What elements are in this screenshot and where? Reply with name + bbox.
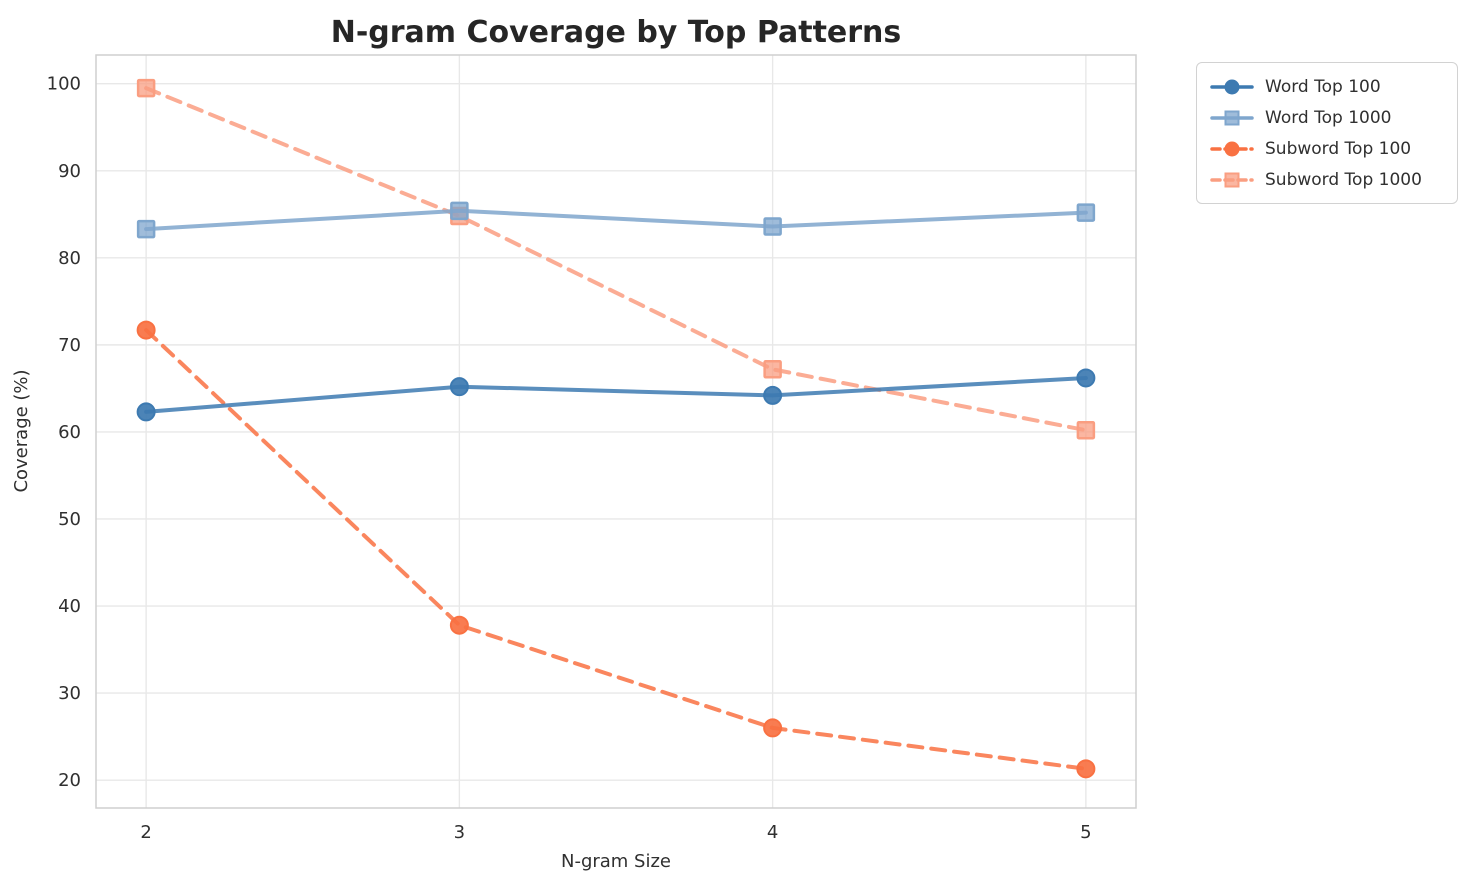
legend-marker <box>1224 141 1240 156</box>
y-tick-label: 50 <box>58 509 81 530</box>
x-axis-label: N-gram Size <box>561 851 671 872</box>
marker-subword-top-100 <box>136 320 156 340</box>
legend-swatch-square-icon <box>1210 110 1254 125</box>
legend-item-label: Subword Top 1000 <box>1265 169 1422 190</box>
marker-word-top-1000 <box>450 201 469 221</box>
legend-marker <box>1224 79 1240 94</box>
series-line-subword-top-1000 <box>144 86 1088 433</box>
marker-word-top-100 <box>449 377 469 397</box>
legend-marker <box>1224 172 1240 187</box>
marker-word-top-100 <box>763 385 783 405</box>
legend-swatch-circle-icon <box>1210 79 1254 94</box>
marker-word-top-100 <box>136 402 156 422</box>
x-tick-label: 5 <box>1080 822 1091 843</box>
legend-item-subword-top-100: Subword Top 100 <box>1209 134 1445 163</box>
legend-marker <box>1224 110 1240 125</box>
y-axis-label: Coverage (%) <box>11 369 32 492</box>
marker-word-top-1000 <box>136 219 156 239</box>
legend-item-word-top-100: Word Top 100 <box>1209 72 1445 101</box>
series-line-word-top-100 <box>144 376 1088 414</box>
marker-subword-top-100 <box>763 718 783 738</box>
x-tick-label: 2 <box>140 822 151 843</box>
y-tick-label: 100 <box>47 74 81 95</box>
y-tick-label: 40 <box>58 596 81 617</box>
y-tick-label: 60 <box>58 422 81 443</box>
series-line-subword-top-100 <box>144 328 1088 771</box>
legend-swatch-circle-icon <box>1210 141 1254 156</box>
legend-item-label: Word Top 100 <box>1265 76 1381 97</box>
marker-subword-top-1000 <box>763 360 782 379</box>
y-tick-label: 90 <box>58 161 81 182</box>
legend-item-label: Word Top 1000 <box>1265 107 1392 128</box>
series-layer <box>136 78 1096 779</box>
marker-word-top-1000 <box>763 217 782 236</box>
marker-subword-top-100 <box>1076 759 1096 779</box>
tick-labels: 20 30 40 50 60 70 80 90 100 2 3 4 5 <box>47 74 1092 843</box>
marker-word-top-100 <box>1076 368 1096 388</box>
y-tick-label: 30 <box>58 683 81 704</box>
legend: Word Top 100 Word Top 1000 Subword Top 100… <box>1196 62 1458 204</box>
marker-subword-top-100 <box>449 615 469 635</box>
plot-border <box>95 54 1137 809</box>
legend-swatch-square-icon <box>1210 172 1254 187</box>
x-tick-label: 3 <box>454 822 465 843</box>
y-tick-label: 20 <box>58 770 81 791</box>
x-tick-label: 4 <box>767 822 778 843</box>
legend-item-label: Subword Top 100 <box>1265 138 1412 159</box>
chart-title: N-gram Coverage by Top Patterns <box>331 15 902 50</box>
y-tick-label: 70 <box>58 335 81 356</box>
legend-item-word-top-1000: Word Top 1000 <box>1209 103 1445 132</box>
legend-item-subword-top-1000: Subword Top 1000 <box>1209 165 1445 194</box>
marker-subword-top-1000 <box>1076 420 1096 440</box>
marker-subword-top-1000 <box>136 78 156 98</box>
y-tick-label: 80 <box>58 248 81 269</box>
series-line-word-top-1000 <box>144 208 1088 232</box>
marker-word-top-1000 <box>1076 203 1096 222</box>
